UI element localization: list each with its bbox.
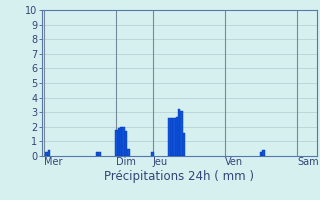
- Bar: [48, 150, 50, 156]
- Bar: [98, 152, 101, 156]
- Bar: [168, 118, 171, 156]
- Bar: [96, 152, 98, 156]
- Bar: [178, 109, 180, 156]
- Bar: [120, 127, 123, 156]
- Bar: [118, 128, 120, 156]
- Bar: [260, 152, 262, 156]
- Bar: [115, 130, 118, 156]
- Bar: [127, 149, 130, 156]
- Bar: [125, 131, 127, 156]
- Bar: [123, 127, 125, 156]
- Bar: [262, 150, 265, 156]
- Bar: [45, 152, 48, 156]
- Bar: [173, 118, 176, 156]
- Bar: [176, 117, 178, 156]
- Bar: [151, 152, 154, 156]
- Bar: [180, 111, 183, 156]
- Bar: [183, 133, 185, 156]
- Bar: [171, 118, 173, 156]
- X-axis label: Précipitations 24h ( mm ): Précipitations 24h ( mm ): [104, 170, 254, 183]
